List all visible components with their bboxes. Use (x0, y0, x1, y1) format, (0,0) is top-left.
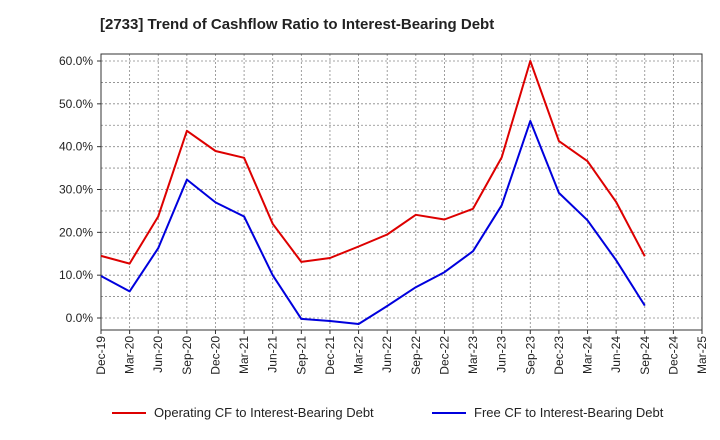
x-tick-label: Sep-23 (523, 336, 537, 375)
y-tick-label: 0.0% (66, 311, 94, 325)
x-tick-label: Jun-21 (266, 336, 280, 373)
plot-area-frame (100, 53, 703, 331)
y-tick-label: 10.0% (59, 268, 93, 282)
legend: Operating CF to Interest-Bearing Debt Fr… (0, 405, 720, 425)
series-line-0 (100, 60, 646, 265)
x-tick-label: Dec-19 (94, 336, 108, 375)
series-line-1 (100, 120, 646, 325)
x-tick-label: Mar-23 (466, 336, 480, 374)
x-tick-label: Mar-21 (237, 336, 251, 374)
x-tick-label: Mar-24 (581, 336, 595, 374)
y-axis-ticks: 0.0% 10.0% 20.0% 30.0% 40.0% 50.0% 60.0% (59, 54, 101, 325)
legend-item-free-cf: Free CF to Interest-Bearing Debt (432, 405, 663, 420)
x-tick-label: Jun-20 (151, 336, 165, 373)
y-tick-label: 40.0% (59, 140, 93, 154)
y-tick-label: 60.0% (59, 54, 93, 68)
x-tick-label: Jun-22 (380, 336, 394, 373)
x-tick-label: Mar-22 (352, 336, 366, 374)
x-tick-label: Sep-21 (294, 336, 308, 375)
grid-lines (100, 54, 703, 330)
x-tick-label: Jun-24 (609, 336, 623, 373)
x-tick-label: Dec-20 (208, 336, 222, 375)
x-tick-label: Dec-24 (666, 336, 680, 375)
x-tick-label: Mar-25 (695, 336, 709, 374)
x-tick-label: Sep-24 (638, 336, 652, 375)
legend-swatch-free-cf (432, 411, 466, 414)
chart-title: [2733] Trend of Cashflow Ratio to Intere… (100, 16, 495, 33)
y-tick-label: 30.0% (59, 183, 93, 197)
legend-label-free-cf: Free CF to Interest-Bearing Debt (474, 405, 664, 420)
y-tick-label: 50.0% (59, 97, 93, 111)
x-tick-label: Sep-22 (409, 336, 423, 375)
x-tick-label: Dec-23 (552, 336, 566, 375)
x-tick-label: Mar-20 (123, 336, 137, 374)
legend-swatch-operating-cf (112, 411, 146, 414)
x-axis-ticks: Dec-19 Mar-20 Jun-20 Sep-20 Dec-20 Mar-21 Jun-… (94, 330, 709, 375)
x-tick-label: Jun-23 (495, 336, 509, 373)
legend-label-operating-cf: Operating CF to Interest-Bearing Debt (154, 405, 374, 420)
y-tick-label: 20.0% (59, 225, 93, 239)
x-tick-label: Dec-22 (437, 336, 451, 375)
x-tick-label: Dec-21 (323, 336, 337, 375)
legend-item-operating-cf: Operating CF to Interest-Bearing Debt (112, 405, 374, 420)
series-lines (100, 60, 646, 325)
x-tick-label: Sep-20 (180, 336, 194, 375)
